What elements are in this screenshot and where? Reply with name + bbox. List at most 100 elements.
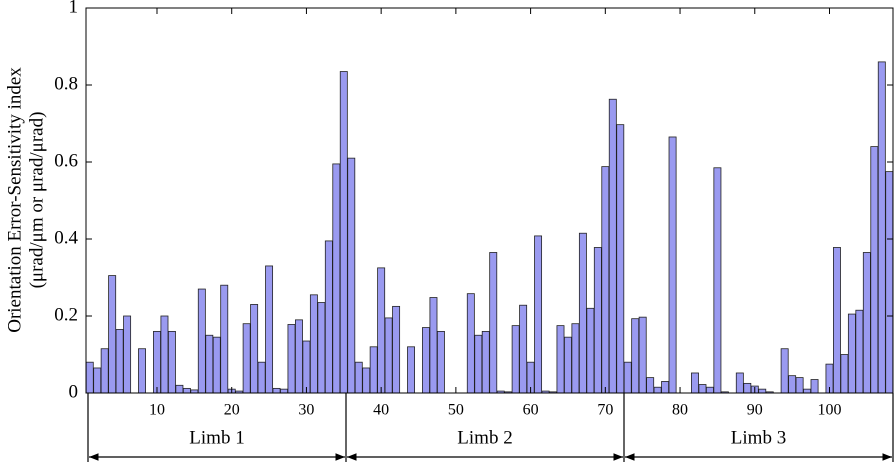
bar	[743, 382, 752, 394]
bar	[474, 334, 483, 394]
x-tick-label: 40	[373, 402, 389, 419]
x-tick-label: 30	[298, 402, 314, 419]
bar	[623, 361, 632, 394]
bar	[85, 361, 94, 394]
bar	[339, 71, 348, 394]
bar	[272, 387, 281, 394]
bar	[653, 386, 662, 394]
bar	[123, 315, 132, 394]
bar	[608, 98, 617, 394]
y-tick-label: 0.6	[54, 150, 78, 171]
bar	[324, 240, 333, 394]
y-tick-label: 0	[69, 381, 79, 402]
bar	[698, 384, 707, 394]
bar	[481, 330, 490, 394]
bar	[108, 275, 117, 394]
plot-frame	[85, 7, 894, 394]
bar	[810, 379, 819, 394]
bar	[220, 284, 229, 394]
bar	[377, 267, 386, 394]
bar	[593, 247, 602, 394]
bar	[436, 330, 445, 394]
bar	[242, 323, 251, 394]
limb-label: Limb 1	[189, 427, 244, 448]
bar	[705, 386, 714, 394]
bar	[309, 294, 318, 394]
bar	[407, 346, 415, 394]
x-tick-label: 20	[224, 402, 240, 419]
bar	[489, 252, 498, 394]
bar	[369, 346, 378, 394]
bar	[780, 348, 789, 394]
y-label-line: (μrad/μm or μrad/μrad)	[26, 112, 47, 289]
bar	[713, 167, 722, 394]
y-axis-label: Orientation Error-Sensitivity index (μra…	[4, 67, 47, 333]
bar	[855, 309, 864, 394]
bar	[691, 372, 699, 394]
bar	[332, 163, 341, 394]
bar	[354, 361, 363, 394]
bar	[138, 348, 146, 394]
bar	[115, 329, 124, 394]
bar	[668, 136, 677, 394]
bar	[197, 288, 206, 394]
bar	[646, 377, 655, 394]
bar	[295, 319, 303, 394]
bar	[601, 166, 610, 394]
bar	[616, 124, 625, 394]
bar	[212, 336, 221, 394]
bar	[250, 304, 259, 394]
bar	[833, 247, 841, 394]
limb-label: Limb 3	[731, 427, 786, 448]
bar	[287, 324, 296, 394]
bar	[93, 367, 102, 394]
x-tick-label: 10	[149, 402, 165, 419]
bar	[564, 336, 572, 394]
bar	[429, 297, 438, 394]
y-tick-label: 0.4	[54, 227, 78, 248]
bar	[534, 235, 543, 394]
bar	[160, 315, 169, 394]
bar	[182, 387, 191, 394]
bar	[100, 348, 109, 394]
bar	[578, 232, 587, 394]
y-tick-label: 0.2	[54, 304, 78, 325]
bar	[638, 316, 647, 394]
bar	[265, 265, 274, 394]
bar	[877, 61, 886, 394]
x-tick-label: 90	[747, 402, 763, 419]
x-tick-label: 70	[597, 402, 613, 419]
y-tick-label: 0.8	[54, 73, 78, 94]
bar	[571, 323, 580, 394]
bar	[795, 377, 804, 394]
bar	[511, 325, 520, 394]
bar	[870, 146, 879, 394]
x-tick-label: 100	[817, 402, 841, 419]
y-tick-label: 1	[69, 0, 79, 17]
bar	[556, 325, 565, 394]
bar	[257, 361, 266, 394]
bar	[384, 317, 393, 394]
limb-label: Limb 2	[457, 427, 512, 448]
bar	[519, 304, 528, 394]
bar	[840, 354, 849, 394]
bar	[735, 372, 744, 394]
bar	[885, 171, 894, 394]
bar	[631, 318, 640, 394]
bar	[758, 388, 767, 394]
bar	[466, 293, 475, 394]
bar	[586, 307, 595, 394]
bar	[347, 157, 356, 394]
bar	[302, 340, 311, 394]
y-label-line: Orientation Error-Sensitivity index	[4, 67, 25, 333]
bar	[153, 330, 161, 394]
bar	[803, 388, 812, 394]
bar	[788, 375, 797, 394]
x-tick-label: 50	[448, 402, 464, 419]
bar	[280, 388, 288, 394]
bar	[661, 381, 670, 394]
bar	[422, 327, 430, 394]
bar	[167, 330, 176, 394]
bar	[205, 334, 214, 394]
